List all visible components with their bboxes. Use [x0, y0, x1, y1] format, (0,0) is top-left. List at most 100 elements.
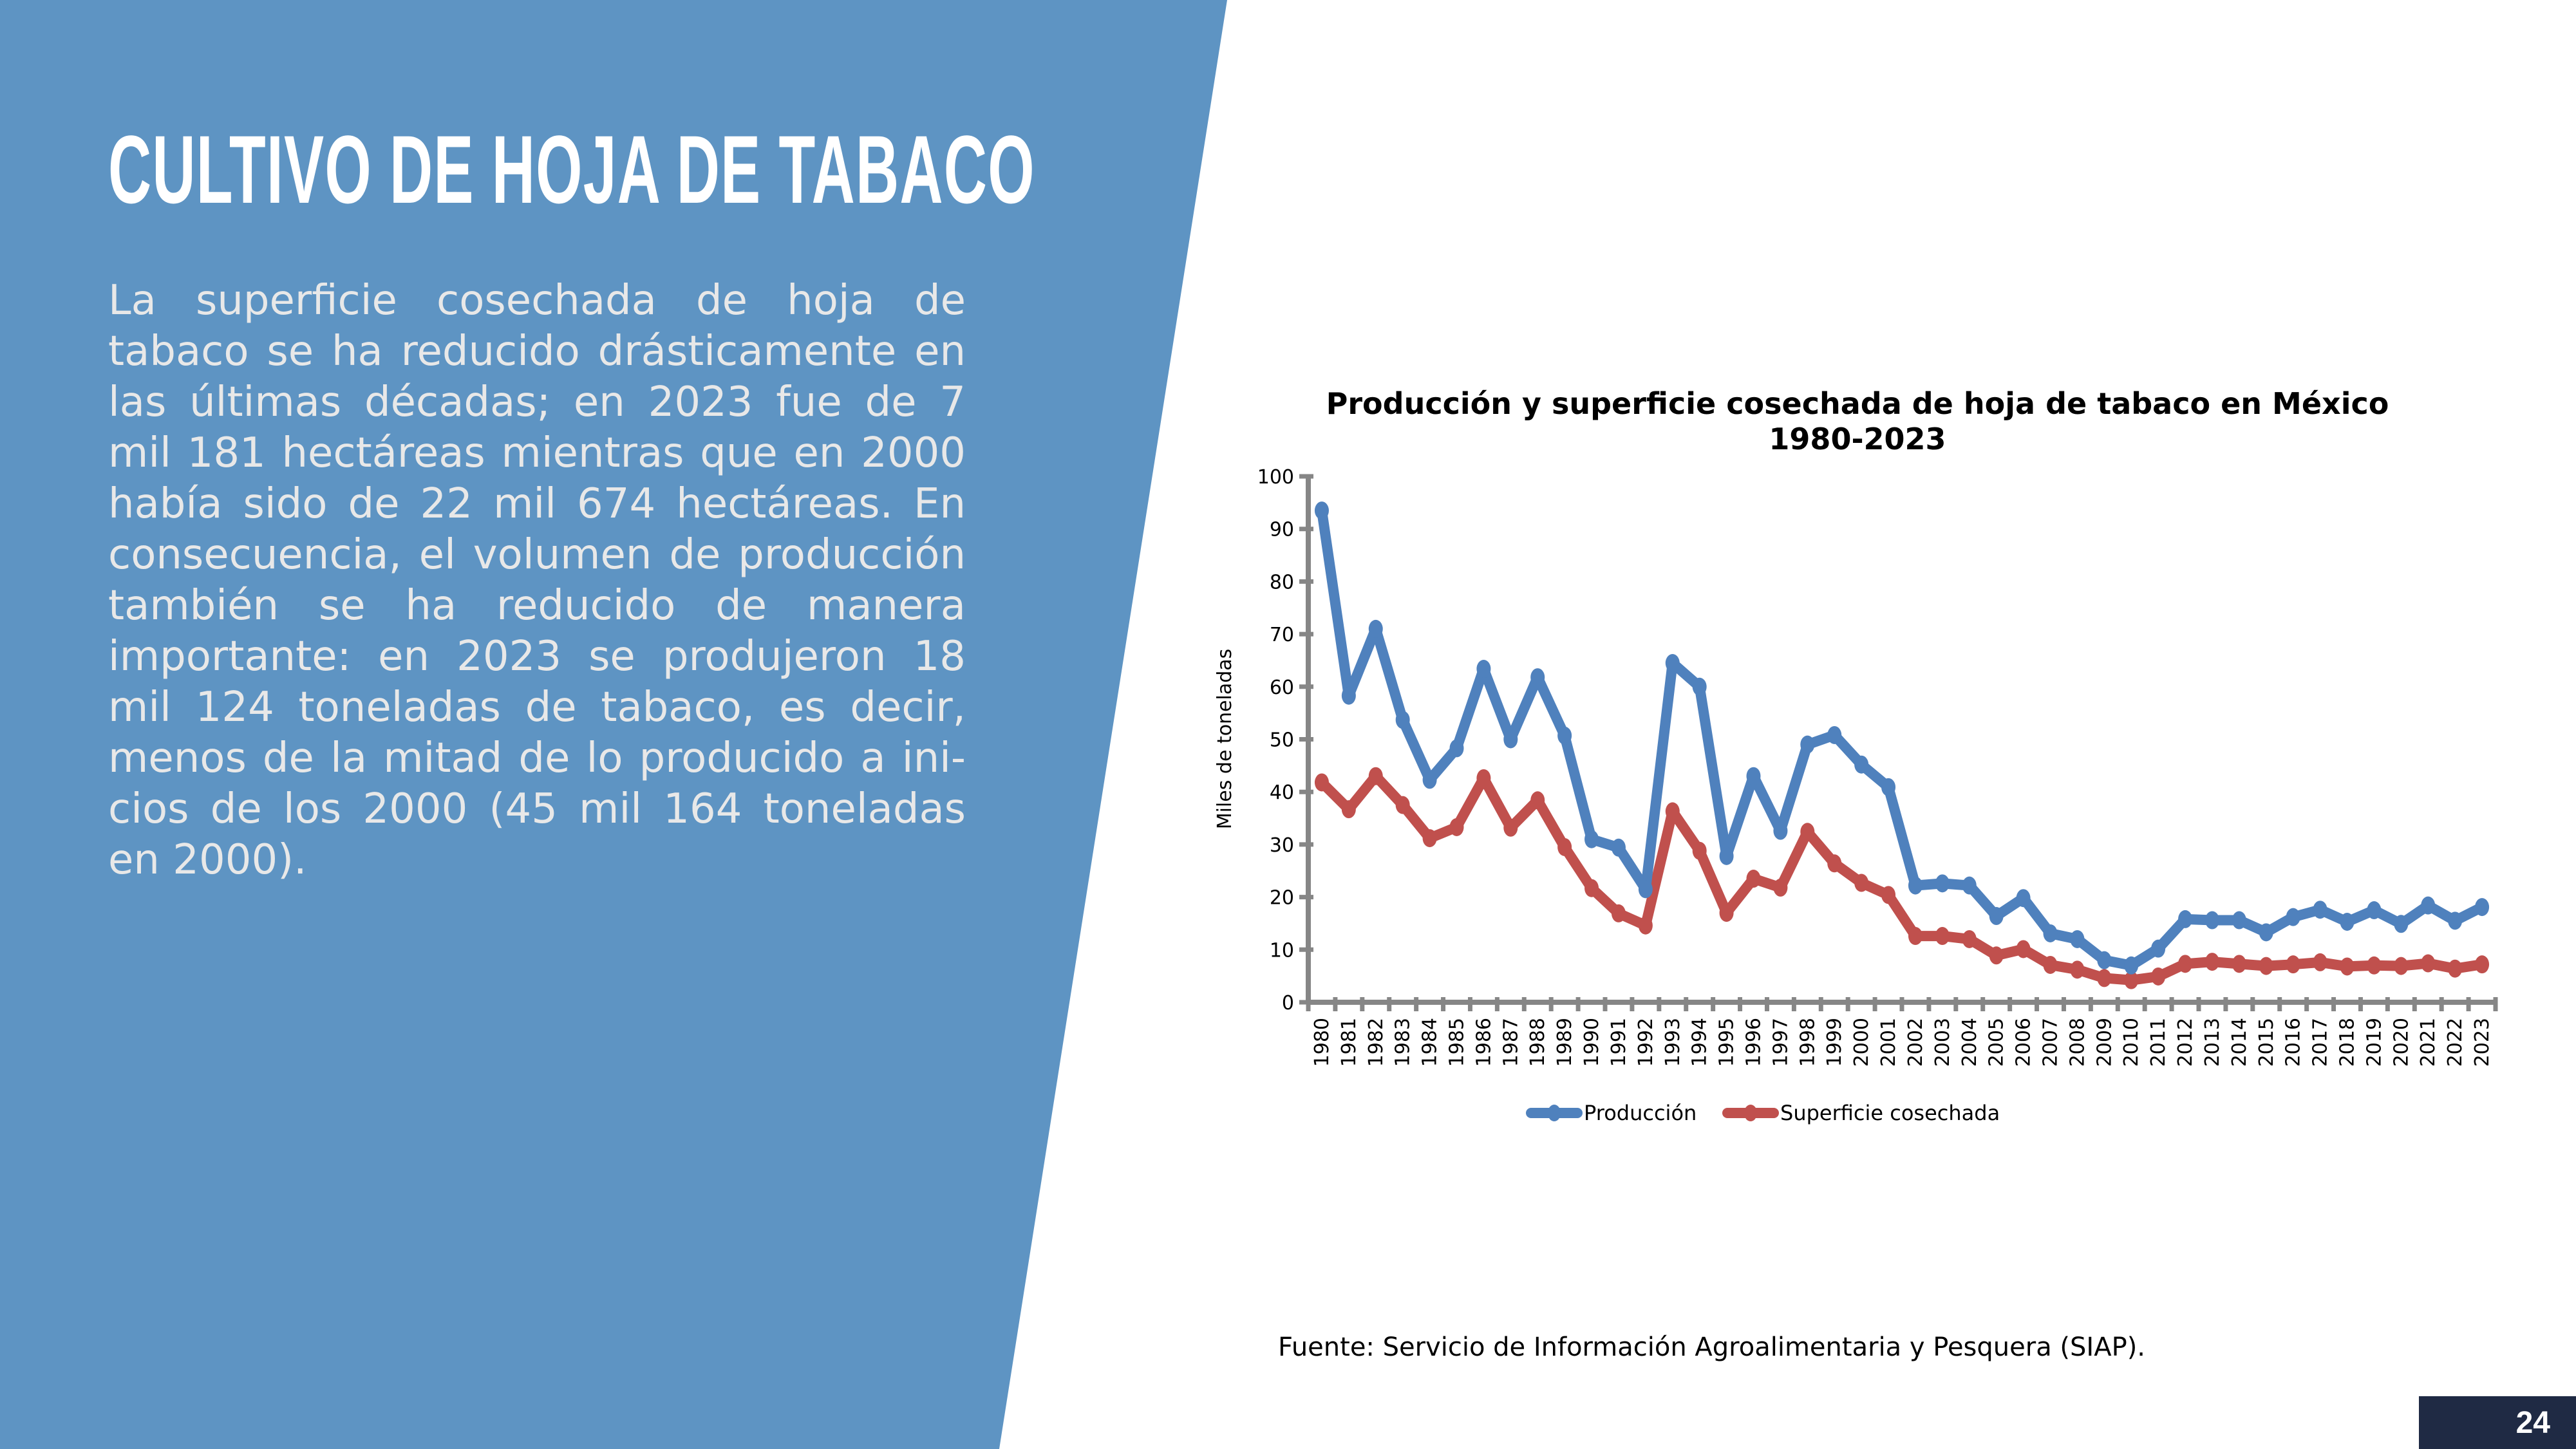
x-tick-label: 1983 — [1392, 1018, 1415, 1067]
data-point — [1314, 501, 1329, 520]
data-point — [1908, 927, 1923, 946]
data-point — [2232, 911, 2246, 930]
legend-marker — [1548, 1105, 1561, 1121]
x-tick-label: 1984 — [1419, 1018, 1442, 1067]
data-point — [1638, 916, 1653, 935]
data-point — [1530, 668, 1545, 687]
data-point — [1314, 773, 1329, 792]
y-tick-label: 90 — [1270, 519, 1294, 541]
data-point — [1719, 846, 1734, 865]
x-tick-label: 2008 — [2066, 1018, 2089, 1067]
data-point — [1746, 767, 1761, 785]
x-tick-label: 1995 — [1716, 1018, 1738, 1067]
data-point — [2394, 957, 2409, 975]
x-tick-label: 2020 — [2390, 1018, 2412, 1067]
data-point — [2421, 954, 2436, 973]
y-tick-label: 40 — [1270, 781, 1294, 804]
x-tick-label: 1997 — [1769, 1018, 1792, 1067]
data-point — [1638, 880, 1653, 899]
data-point — [2043, 955, 2058, 974]
x-tick-label: 1980 — [1311, 1018, 1333, 1067]
series-line — [1317, 505, 2487, 971]
series-layer — [1314, 501, 2490, 989]
series-producción — [1314, 501, 2490, 975]
data-point — [1692, 677, 1707, 696]
blue-side-panel — [0, 0, 1227, 1449]
data-point — [2070, 930, 2085, 948]
data-point — [1935, 927, 1950, 946]
y-tick-label: 10 — [1270, 939, 1294, 962]
x-tick-label: 1993 — [1662, 1018, 1684, 1067]
x-tick-label: 1992 — [1635, 1018, 1657, 1067]
x-tick-label: 1986 — [1472, 1018, 1495, 1067]
y-tick-label: 0 — [1282, 992, 1294, 1014]
data-point — [1746, 870, 1761, 888]
x-tick-label: 1996 — [1743, 1018, 1765, 1067]
y-axis-label: Miles de toneladas — [1214, 649, 1236, 830]
data-point — [2367, 901, 2382, 920]
data-point — [2205, 953, 2219, 971]
data-point — [2259, 923, 2273, 942]
data-point — [1584, 830, 1599, 848]
x-tick-label: 2021 — [2417, 1018, 2440, 1067]
data-point — [2340, 912, 2355, 931]
x-tick-label: 1990 — [1581, 1018, 1603, 1067]
data-point — [2151, 967, 2166, 986]
data-point — [2070, 960, 2085, 979]
data-point — [2340, 957, 2355, 976]
x-tick-label: 1981 — [1338, 1018, 1360, 1067]
data-point — [2448, 959, 2463, 978]
data-point — [1557, 726, 1572, 745]
data-point — [1449, 739, 1464, 758]
data-point — [2124, 971, 2139, 989]
data-point — [1611, 838, 1626, 857]
data-point — [1584, 879, 1599, 897]
data-point — [1665, 654, 1680, 673]
data-point — [1395, 711, 1410, 729]
series-superficie-cosechada — [1314, 767, 2490, 989]
data-point — [1665, 802, 1680, 821]
data-point — [1530, 791, 1545, 810]
x-tick-label: 2022 — [2444, 1018, 2467, 1067]
data-point — [2286, 908, 2300, 926]
x-tick-label: 2000 — [1850, 1018, 1873, 1067]
data-point — [2313, 901, 2327, 919]
page-title: CULTIVO DE HOJA DE TABACO — [108, 115, 1035, 223]
data-point — [1773, 821, 1788, 840]
y-tick-label: 70 — [1270, 624, 1294, 646]
data-point — [2178, 910, 2193, 928]
data-point — [1449, 818, 1464, 836]
data-point — [2313, 953, 2327, 971]
data-point — [1503, 730, 1518, 749]
data-point — [1989, 946, 2004, 965]
x-tick-label: 1998 — [1796, 1018, 1819, 1067]
x-tick-label: 1987 — [1500, 1018, 1522, 1067]
series-line — [1317, 771, 2487, 986]
chart-subtitle: 1980-2023 — [1769, 422, 1946, 456]
data-point — [1503, 818, 1518, 837]
x-tick-label: 2002 — [1904, 1018, 1927, 1067]
x-tick-label: 1982 — [1365, 1018, 1387, 1067]
data-point — [1773, 878, 1788, 897]
data-point — [2232, 955, 2246, 973]
x-tick-label: 1991 — [1608, 1018, 1630, 1067]
x-tick-label: 1988 — [1527, 1018, 1549, 1067]
x-tick-label: 2017 — [2309, 1018, 2332, 1067]
data-point — [2259, 957, 2273, 975]
y-tick-labels: 0 10 20 30 40 50 60 70 80 90 100 — [1257, 466, 1294, 1014]
x-tick-labels: 1980 1981 1982 1983 1984 1985 1986 1987 1988 1989… — [1311, 1018, 2494, 1067]
chart-title: Producción y superficie cosechada de hoj… — [1326, 386, 2389, 421]
data-point — [1692, 841, 1707, 860]
body-paragraph: La superficie cosechada de hoja de tabac… — [108, 277, 966, 884]
page-number-badge: 24 — [2419, 1396, 2576, 1449]
y-tick-label: 80 — [1270, 571, 1294, 594]
data-point — [1908, 876, 1923, 895]
data-point — [1800, 735, 1815, 754]
data-point — [1854, 755, 1869, 774]
data-point — [1881, 778, 1896, 796]
x-tick-label: 2005 — [1986, 1018, 2008, 1067]
data-point — [1719, 904, 1734, 922]
data-point — [2016, 889, 2031, 908]
